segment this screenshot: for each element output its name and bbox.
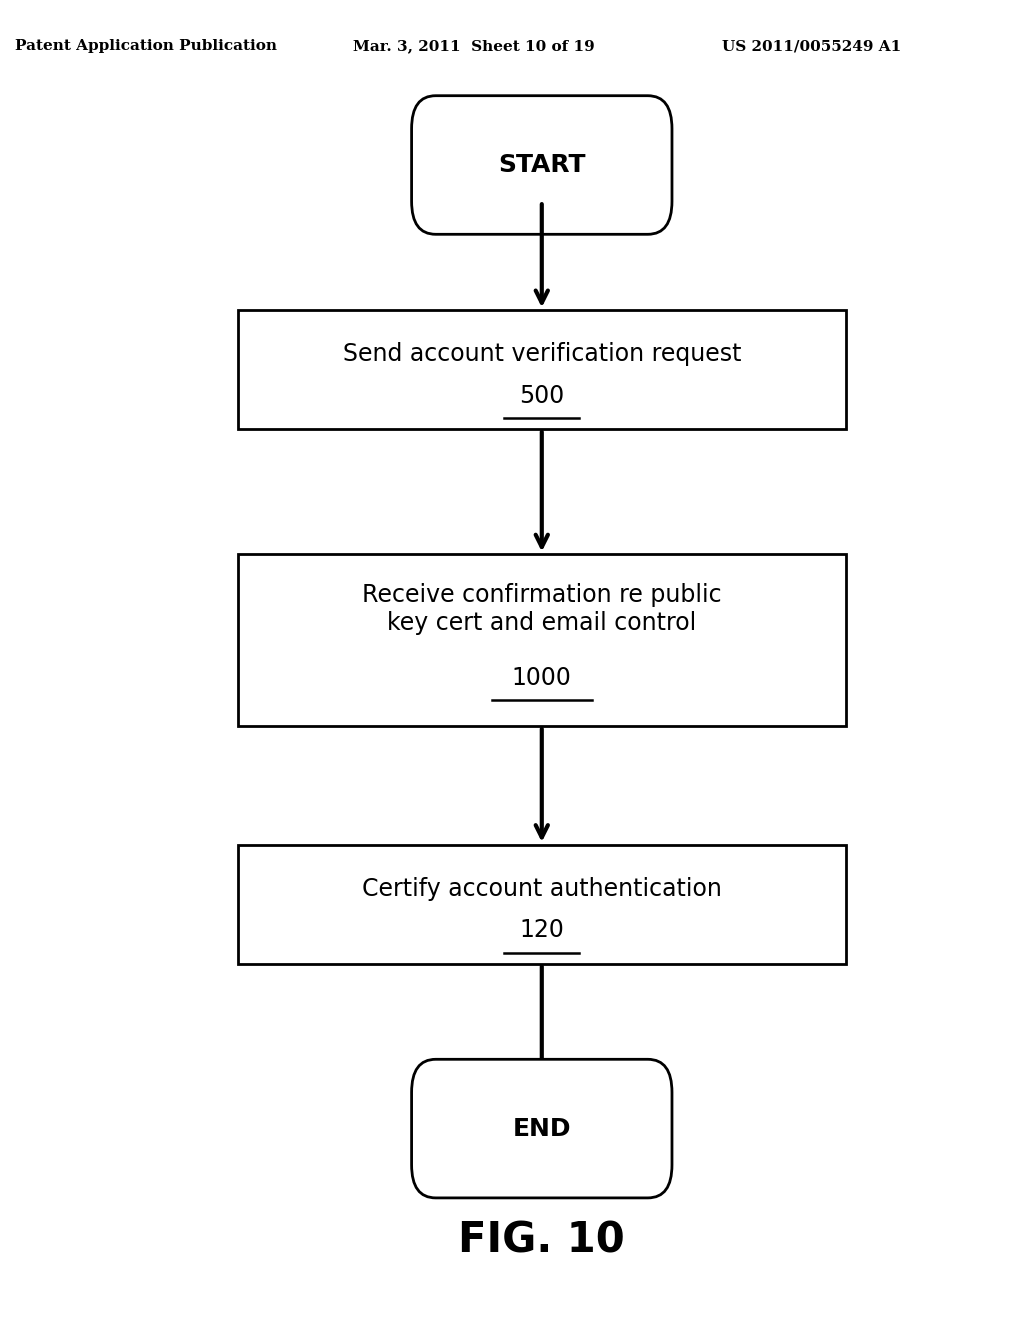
Text: Patent Application Publication: Patent Application Publication — [15, 40, 278, 53]
FancyBboxPatch shape — [412, 1059, 672, 1199]
Bar — [238, 310, 846, 429]
Text: US 2011/0055249 A1: US 2011/0055249 A1 — [722, 40, 901, 53]
Text: Certify account authentication: Certify account authentication — [361, 876, 722, 900]
Text: 500: 500 — [519, 384, 564, 408]
Text: 120: 120 — [519, 919, 564, 942]
Text: 1000: 1000 — [512, 667, 571, 690]
Bar — [238, 554, 846, 726]
Text: END: END — [513, 1117, 571, 1140]
Bar — [238, 845, 846, 964]
FancyBboxPatch shape — [412, 96, 672, 235]
Text: Send account verification request: Send account verification request — [343, 342, 741, 366]
Text: FIG. 10: FIG. 10 — [459, 1220, 626, 1262]
Text: START: START — [498, 153, 586, 177]
Text: Receive confirmation re public
key cert and email control: Receive confirmation re public key cert … — [361, 583, 722, 635]
Text: Mar. 3, 2011  Sheet 10 of 19: Mar. 3, 2011 Sheet 10 of 19 — [353, 40, 595, 53]
